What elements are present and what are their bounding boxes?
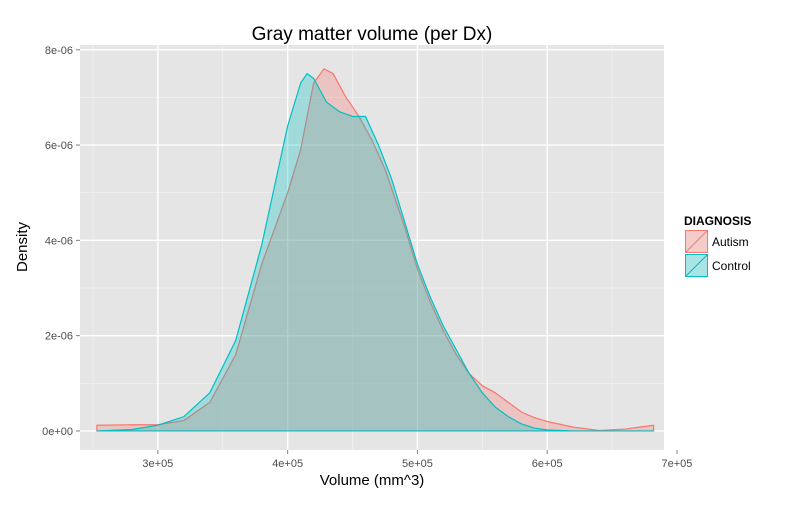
density-area-control	[96, 72, 655, 432]
x-axis: 3e+05 4e+05 5e+05 6e+05 7e+05	[142, 450, 692, 470]
y-axis: 0e+00 2e-06 4e-06 6e-06 8e-06	[42, 45, 80, 438]
y-tick-label: 8e-06	[45, 45, 73, 57]
x-tick-label: 4e+05	[272, 458, 303, 470]
y-tick-label: 2e-06	[45, 331, 73, 343]
x-tick-label: 7e+05	[662, 458, 693, 470]
density-area-autism	[96, 68, 655, 432]
legend: DIAGNOSIS Autism Control	[684, 214, 751, 278]
y-tick-label: 6e-06	[45, 140, 73, 152]
legend-key-diagonal	[685, 254, 708, 277]
plot-panel	[80, 45, 664, 450]
legend-key-autism	[684, 229, 709, 254]
chart-title: Gray matter volume (per Dx)	[252, 24, 493, 45]
x-tick-label: 6e+05	[532, 458, 563, 470]
y-axis-label: Density	[14, 221, 31, 272]
series-layer	[96, 68, 655, 432]
legend-key-diagonal	[685, 230, 708, 253]
x-tick-label: 5e+05	[402, 458, 433, 470]
legend-label-control: Control	[712, 259, 751, 273]
y-tick-label: 0e+00	[42, 426, 73, 438]
legend-label-autism: Autism	[712, 235, 749, 249]
legend-key-control	[684, 253, 709, 278]
y-tick-label: 4e-06	[45, 235, 73, 247]
legend-title: DIAGNOSIS	[684, 214, 751, 228]
x-axis-label: Volume (mm^3)	[320, 472, 425, 489]
x-tick-label: 3e+05	[142, 458, 173, 470]
